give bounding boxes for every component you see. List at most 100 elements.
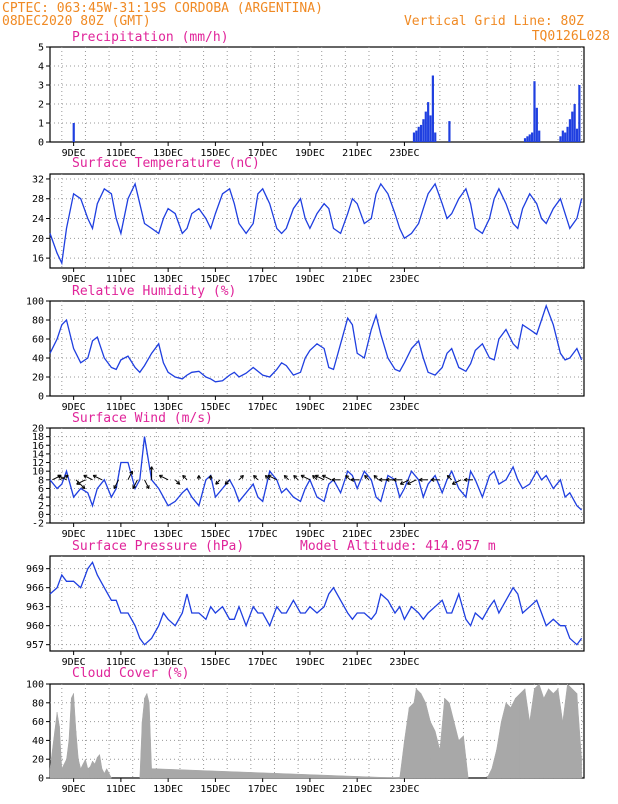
wind-arrow-head xyxy=(300,474,305,479)
wind-arrow-head xyxy=(92,474,97,479)
x-tick-label: 23DEC xyxy=(389,657,419,668)
x-tick-label: 15DEC xyxy=(200,657,230,668)
x-tick-label: 21DEC xyxy=(342,657,372,668)
wind-arrow xyxy=(92,474,103,481)
panel-title: Surface Wind (m/s) xyxy=(72,411,213,426)
wind-arrow xyxy=(144,479,150,489)
x-tick-label: 17DEC xyxy=(248,784,278,795)
series-line xyxy=(49,303,583,383)
y-tick-label: 20 xyxy=(32,373,44,384)
x-tick-label: 13DEC xyxy=(153,657,183,668)
cloud-area-segment xyxy=(141,698,145,779)
cloud-area-segment xyxy=(80,763,84,779)
wind-arrow xyxy=(76,479,86,485)
wind-arrow-head xyxy=(399,481,404,485)
panel-1: Surface Temperature (nC) 16 20 24 28 32 9DEC 11… xyxy=(32,156,585,285)
x-tick-label: 13DEC xyxy=(153,148,183,159)
x-tick-label: 9DEC xyxy=(62,148,86,159)
wind-arrow-head xyxy=(430,477,435,482)
cloud-area-segment xyxy=(68,698,72,779)
cloud-area-segment xyxy=(449,702,455,779)
x-tick-label: 23DEC xyxy=(389,402,419,413)
cloud-area-segment xyxy=(501,702,507,779)
panel-frame xyxy=(49,173,585,269)
y-tick-label: 24 xyxy=(32,214,44,225)
x-tick-label: 13DEC xyxy=(153,784,183,795)
series-line xyxy=(49,181,583,266)
x-tick-label: 11DEC xyxy=(106,784,136,795)
cloud-area-segment xyxy=(463,735,469,779)
wind-arrow xyxy=(300,474,311,481)
wind-arrow-head xyxy=(364,474,369,479)
x-tick-label: 13DEC xyxy=(153,529,183,540)
precip-bar xyxy=(431,75,434,142)
wind-arrow-head xyxy=(378,477,383,482)
cloud-area-segment xyxy=(151,768,400,779)
x-tick-label: 23DEC xyxy=(389,274,419,285)
precip-bar xyxy=(72,123,75,142)
y-tick-label: 2 xyxy=(38,100,44,111)
cloud-area-segment xyxy=(61,763,65,779)
precip-bar xyxy=(448,121,451,142)
wind-arrow xyxy=(407,479,417,485)
cloud-area-segment xyxy=(108,773,112,779)
y-tick-label: 4 xyxy=(38,62,44,73)
wind-arrow-head xyxy=(76,481,81,485)
precip-bar xyxy=(561,130,564,142)
wind-arrow-head xyxy=(158,474,163,479)
cloud-area-segment xyxy=(399,740,405,779)
x-tick-label: 15DEC xyxy=(200,148,230,159)
x-tick-label: 21DEC xyxy=(342,529,372,540)
wind-arrow-head xyxy=(293,474,298,479)
wind-arrow-head xyxy=(145,485,150,490)
wind-arrow-head xyxy=(267,474,272,479)
cloud-area-segment xyxy=(66,740,70,779)
y-tick-label: 60 xyxy=(32,717,44,728)
y-tick-label: 0 xyxy=(38,510,44,521)
y-tick-label: 40 xyxy=(32,736,44,747)
y-tick-label: 3 xyxy=(38,81,44,92)
wind-arrow-head xyxy=(224,480,229,485)
wind-arrow-head xyxy=(345,474,350,479)
wind-arrow-head xyxy=(208,475,213,479)
panel-2: Relative Humidity (%) 0 20 40 60 80 100 9DEC 11D… xyxy=(26,284,585,413)
precip-bar xyxy=(538,130,541,142)
wind-arrow-head xyxy=(176,480,181,485)
wind-arrow-head xyxy=(331,477,336,482)
precip-bar xyxy=(568,119,572,142)
wind-arrow-head xyxy=(83,474,88,479)
precip-bar xyxy=(528,134,531,142)
wind-arrow-head xyxy=(196,475,201,479)
precip-bar xyxy=(533,81,536,142)
cloud-area-segment xyxy=(87,766,91,779)
panel-title: Cloud Cover (%) xyxy=(72,666,189,681)
cloud-area-segment xyxy=(434,730,441,779)
y-tick-label: 20 xyxy=(32,755,44,766)
x-tick-label: 15DEC xyxy=(200,529,230,540)
precip-bar xyxy=(424,111,427,142)
cloud-area-segment xyxy=(425,702,431,779)
y-tick-label: 28 xyxy=(32,194,44,205)
cloud-area-segment xyxy=(101,768,105,779)
wind-arrow xyxy=(132,479,138,489)
y-tick-label: 20 xyxy=(32,234,44,245)
y-tick-label: 0 xyxy=(38,774,44,785)
x-tick-label: 17DEC xyxy=(248,657,278,668)
cloud-area-segment xyxy=(139,721,143,779)
x-tick-label: 19DEC xyxy=(295,657,325,668)
y-tick-label: -2 xyxy=(32,519,44,530)
wind-arrow xyxy=(127,470,133,481)
precip-bar xyxy=(578,85,581,142)
precip-bar xyxy=(564,132,567,142)
cloud-area-segment xyxy=(104,768,107,779)
precip-bar xyxy=(526,136,529,142)
precip-bar xyxy=(422,119,425,142)
wind-arrow xyxy=(113,479,119,489)
x-tick-label: 19DEC xyxy=(295,274,325,285)
cloud-area-segment xyxy=(571,688,578,779)
x-tick-label: 23DEC xyxy=(389,784,419,795)
wind-arrow xyxy=(83,474,93,481)
x-tick-label: 19DEC xyxy=(295,402,325,413)
